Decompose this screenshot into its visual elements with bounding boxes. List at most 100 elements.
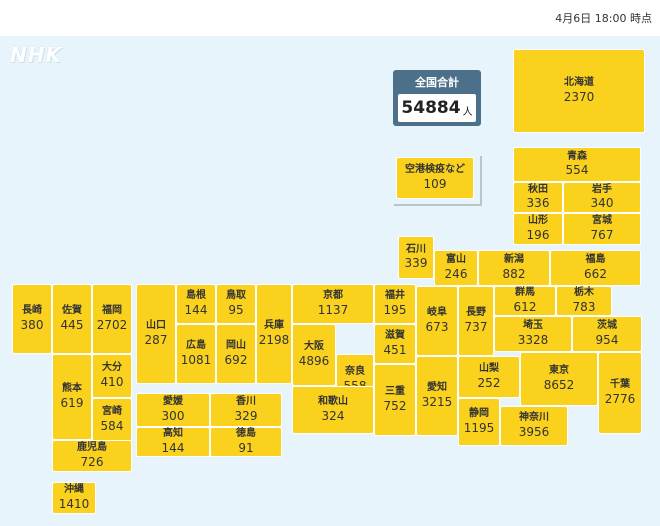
- prefecture-tile-saitama[interactable]: 埼玉 3328: [494, 316, 572, 352]
- prefecture-tile-niigata[interactable]: 新潟 882: [478, 250, 550, 286]
- prefecture-value: 3215: [421, 394, 453, 409]
- prefecture-value: 767: [590, 227, 614, 242]
- prefecture-tile-nagasaki[interactable]: 長崎 380: [12, 284, 52, 354]
- prefecture-tile-kumamoto[interactable]: 熊本 619: [52, 354, 92, 440]
- prefecture-name: 高知: [163, 428, 183, 440]
- prefecture-name: 島根: [186, 290, 206, 302]
- prefecture-tile-kagawa[interactable]: 香川 329: [210, 393, 282, 427]
- prefecture-name: 徳島: [236, 428, 256, 440]
- prefecture-value: 612: [513, 299, 537, 314]
- prefecture-tile-osaka[interactable]: 大阪 4896: [292, 324, 336, 386]
- prefecture-value: 287: [144, 332, 168, 347]
- prefecture-name: 静岡: [469, 408, 489, 420]
- prefecture-name: 京都: [323, 290, 343, 302]
- prefecture-tile-hiroshima[interactable]: 広島 1081: [176, 324, 216, 384]
- prefecture-tile-miyazaki[interactable]: 宮崎 584: [92, 398, 132, 442]
- prefecture-value: 340: [590, 196, 614, 211]
- prefecture-name: 岩手: [592, 183, 612, 195]
- prefecture-tile-miyagi[interactable]: 宮城 767: [563, 213, 641, 245]
- prefecture-tile-akita[interactable]: 秋田 336: [513, 182, 563, 213]
- prefecture-value: 3328: [517, 332, 549, 347]
- prefecture-name: 群馬: [515, 287, 535, 299]
- prefecture-tile-shiga[interactable]: 滋賀 451: [374, 324, 416, 364]
- prefecture-name: 三重: [385, 386, 405, 398]
- prefecture-value: 554: [565, 163, 589, 178]
- prefecture-tile-ibaraki[interactable]: 茨城 954: [572, 316, 642, 352]
- prefecture-tile-toyama[interactable]: 富山 246: [434, 250, 478, 286]
- prefecture-value: 3956: [518, 424, 550, 439]
- prefecture-tile-tottori[interactable]: 鳥取 95: [216, 284, 256, 324]
- prefecture-name: 山梨: [479, 363, 499, 375]
- prefecture-name: 栃木: [574, 287, 594, 299]
- prefecture-tile-ehime[interactable]: 愛媛 300: [136, 393, 210, 427]
- prefecture-tile-tochigi[interactable]: 栃木 783: [556, 286, 612, 316]
- prefecture-value: 4896: [298, 353, 330, 368]
- prefecture-value: 1195: [463, 420, 495, 435]
- prefecture-name: 青森: [567, 150, 587, 162]
- prefecture-value: 300: [161, 408, 185, 423]
- prefecture-value: 692: [224, 352, 248, 367]
- prefecture-value: 2776: [604, 391, 636, 406]
- prefecture-tile-kochi[interactable]: 高知 144: [136, 427, 210, 457]
- prefecture-name: 長野: [466, 307, 486, 319]
- prefecture-tile-hokkaido[interactable]: 北海道 2370: [513, 49, 645, 133]
- prefecture-value: 410: [100, 374, 124, 389]
- airport-quarantine-tile[interactable]: 空港検疫など 109: [396, 157, 474, 199]
- prefecture-name: 熊本: [62, 383, 82, 395]
- prefecture-value: 1081: [180, 352, 212, 367]
- prefecture-tile-nagano[interactable]: 長野 737: [458, 286, 494, 356]
- prefecture-name: 石川: [406, 243, 426, 255]
- prefecture-value: 144: [184, 302, 208, 317]
- prefecture-value: 954: [595, 332, 619, 347]
- prefecture-tile-mie[interactable]: 三重 752: [374, 364, 416, 436]
- nhk-logo: NHK: [10, 43, 62, 67]
- prefecture-value: 737: [464, 319, 488, 334]
- prefecture-tile-wakayama[interactable]: 和歌山 324: [292, 386, 374, 434]
- prefecture-tile-fukui[interactable]: 福井 195: [374, 284, 416, 324]
- prefecture-tile-aichi[interactable]: 愛知 3215: [416, 356, 458, 436]
- national-total-panel: 全国合計 54884 人: [393, 70, 481, 126]
- prefecture-tile-okinawa[interactable]: 沖縄 1410: [52, 482, 96, 514]
- airport-frame: [394, 156, 482, 206]
- tile-name: 空港検疫など: [405, 164, 465, 176]
- prefecture-name: 広島: [186, 340, 206, 352]
- prefecture-tile-fukuoka[interactable]: 福岡 2702: [92, 284, 132, 354]
- prefecture-tile-oita[interactable]: 大分 410: [92, 354, 132, 398]
- prefecture-tile-ishikawa[interactable]: 石川 339: [398, 236, 434, 279]
- prefecture-tile-shizuoka[interactable]: 静岡 1195: [458, 398, 500, 446]
- prefecture-name: 東京: [549, 365, 569, 377]
- prefecture-name: 宮城: [592, 215, 612, 227]
- prefecture-tile-yamaguchi[interactable]: 山口 287: [136, 284, 176, 384]
- prefecture-tile-kyoto[interactable]: 京都 1137: [292, 284, 374, 324]
- prefecture-tile-iwate[interactable]: 岩手 340: [563, 182, 641, 213]
- prefecture-tile-shimane[interactable]: 島根 144: [176, 284, 216, 324]
- prefecture-tile-aomori[interactable]: 青森 554: [513, 147, 641, 182]
- japan-map: NHK 全国合計 54884 人 空港検疫など 109 北海道 2370 青森 554…: [0, 36, 660, 526]
- prefecture-tile-yamagata[interactable]: 山形 196: [513, 213, 563, 245]
- prefecture-value: 752: [383, 398, 407, 413]
- prefecture-tile-tokushima[interactable]: 徳島 91: [210, 427, 282, 457]
- prefecture-tile-kagoshima[interactable]: 鹿児島 726: [52, 440, 132, 472]
- prefecture-name: 愛知: [427, 382, 447, 394]
- national-total-value: 54884: [401, 98, 461, 118]
- prefecture-tile-gunma[interactable]: 群馬 612: [494, 286, 556, 316]
- prefecture-value: 2370: [563, 89, 595, 104]
- prefecture-name: 滋賀: [385, 330, 405, 342]
- prefecture-name: 北海道: [564, 77, 594, 89]
- prefecture-tile-saga[interactable]: 佐賀 445: [52, 284, 92, 354]
- prefecture-tile-hyogo[interactable]: 兵庫 2198: [256, 284, 292, 384]
- prefecture-tile-kanagawa[interactable]: 神奈川 3956: [500, 406, 568, 446]
- prefecture-value: 144: [161, 440, 185, 455]
- prefecture-value: 95: [228, 302, 244, 317]
- prefecture-tile-chiba[interactable]: 千葉 2776: [598, 352, 642, 434]
- national-total-box: 54884 人: [398, 94, 476, 122]
- prefecture-tile-fukushima[interactable]: 福島 662: [550, 250, 641, 286]
- prefecture-tile-okayama[interactable]: 岡山 692: [216, 324, 256, 384]
- prefecture-name: 富山: [446, 254, 466, 266]
- prefecture-name: 茨城: [597, 320, 617, 332]
- prefecture-tile-tokyo[interactable]: 東京 8652: [520, 352, 598, 406]
- prefecture-tile-yamanashi[interactable]: 山梨 252: [458, 356, 520, 398]
- prefecture-name: 奈良: [345, 366, 365, 378]
- prefecture-value: 195: [383, 302, 407, 317]
- prefecture-tile-gifu[interactable]: 岐阜 673: [416, 286, 458, 356]
